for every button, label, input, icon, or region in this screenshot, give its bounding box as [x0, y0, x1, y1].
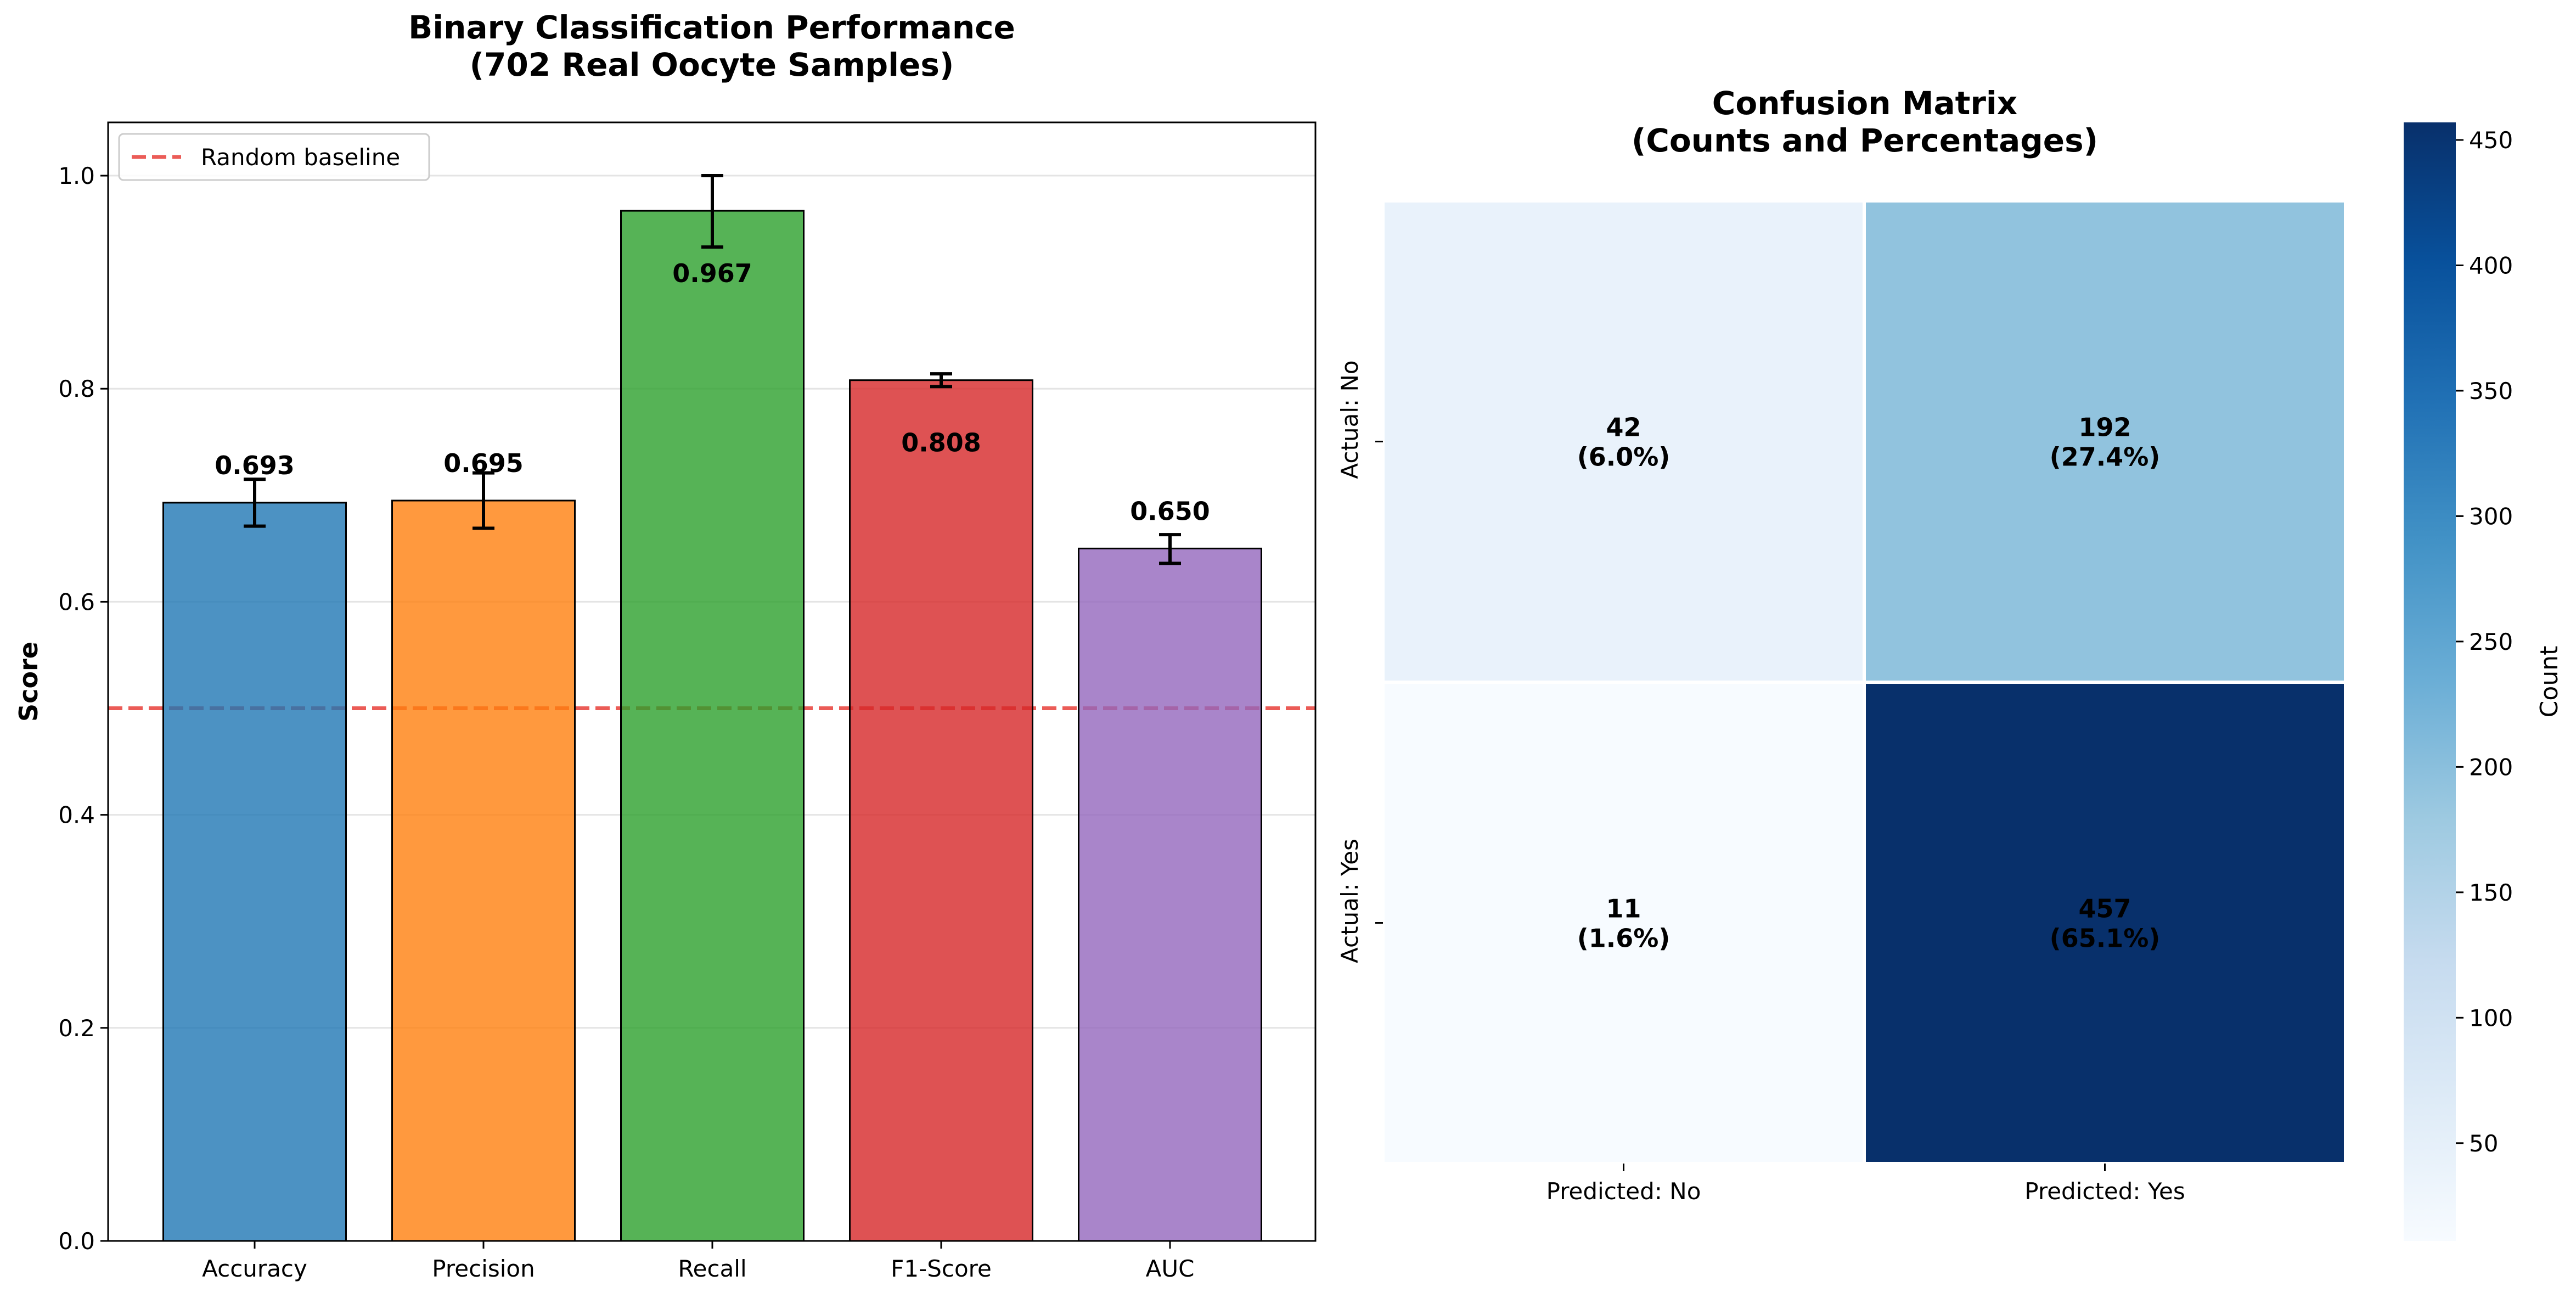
colorbar-tick-label: 50 — [2469, 1130, 2498, 1157]
x-tick-label: AUC — [1146, 1255, 1195, 1282]
error-bar-f1-score — [930, 372, 952, 389]
x-tick-label: Accuracy — [202, 1255, 307, 1282]
matrix-cell-label: 457 (65.1%) — [2050, 894, 2161, 953]
colorbar-tick-label: 400 — [2469, 252, 2513, 279]
colorbar-label: Count — [2535, 646, 2563, 718]
legend-frame — [118, 133, 430, 181]
column-label: Predicted: Yes — [2024, 1178, 2185, 1205]
confusion-matrix-title: Confusion Matrix (Counts and Percentages) — [1632, 85, 2098, 159]
bar-accuracy — [162, 502, 347, 1242]
colorbar-tick-label: 450 — [2469, 127, 2513, 154]
matrix-cell — [1863, 199, 2347, 684]
matrix-cell-label: 42 (6.0%) — [1577, 413, 1671, 472]
bar-precision — [391, 499, 576, 1242]
y-axis-ticks: 0.0 0.2 0.4 0.6 0.8 1.0 — [58, 162, 108, 1255]
error-bars — [244, 174, 1181, 565]
y-tick-label: 0.8 — [58, 375, 95, 402]
value-label-f1-score: 0.808 — [901, 428, 981, 458]
matrix-cell-label: 192 (27.4%) — [2050, 413, 2161, 472]
y-tick-label: 0.4 — [58, 802, 95, 829]
matrix-cell — [1381, 199, 1866, 684]
row-label: Actual: Yes — [1336, 839, 1363, 963]
legend: Random baseline — [118, 133, 430, 181]
colorbar-tick-label: 350 — [2469, 378, 2513, 404]
matrix-cells — [1381, 199, 2347, 1165]
x-tick-label: Recall — [678, 1255, 746, 1282]
matrix-cell — [1863, 681, 2347, 1165]
column-label: Predicted: No — [1546, 1178, 1701, 1205]
value-label-precision: 0.695 — [443, 448, 524, 478]
error-bar-auc — [1159, 533, 1181, 565]
confusion-matrix: Confusion Matrix (Counts and Percentages)… — [1336, 85, 2563, 1241]
y-tick-label: 0.2 — [58, 1015, 95, 1042]
bar-chart: Binary Classification Performance (702 Re… — [14, 9, 1317, 1282]
bar-auc — [1078, 547, 1262, 1242]
colorbar: 50 100 150 200 250 300 350 400 450 Count — [2404, 122, 2563, 1241]
legend-baseline-label: Random baseline — [201, 144, 400, 171]
y-tick-label: 1.0 — [58, 162, 95, 189]
colorbar-tick-label: 250 — [2469, 628, 2513, 655]
y-axis-label: Score — [14, 642, 43, 722]
value-label-auc: 0.650 — [1130, 496, 1210, 526]
bar-recall — [620, 210, 805, 1242]
colorbar-tick-label: 200 — [2469, 754, 2513, 780]
colorbar-gradient — [2404, 122, 2456, 1241]
colorbar-tick-label: 150 — [2469, 879, 2513, 906]
y-tick-label: 0.0 — [58, 1228, 95, 1255]
x-tick-label: Precision — [432, 1255, 535, 1282]
error-bar-accuracy — [244, 477, 266, 528]
x-axis-ticks: Accuracy Precision Recall F1-Score AUC — [202, 1241, 1194, 1282]
value-labels: 0.693 0.695 0.967 0.808 0.650 — [215, 259, 1210, 526]
value-label-recall: 0.967 — [672, 259, 752, 288]
error-bar-recall — [701, 174, 723, 249]
matrix-cell-labels: 42 (6.0%) 192 (27.4%) 11 (1.6%) 457 (65.1%) — [1577, 413, 2161, 953]
matrix-cell — [1381, 681, 1866, 1165]
error-bar-precision — [473, 471, 494, 530]
matrix-cell-label: 11 (1.6%) — [1577, 894, 1671, 953]
row-label: Actual: No — [1336, 360, 1363, 479]
y-tick-label: 0.6 — [58, 588, 95, 615]
colorbar-tick-label: 300 — [2469, 503, 2513, 530]
value-label-accuracy: 0.693 — [215, 451, 295, 480]
bars — [162, 210, 1262, 1242]
x-tick-label: F1-Score — [891, 1255, 992, 1282]
bar-f1-score — [849, 379, 1033, 1242]
colorbar-tick-label: 100 — [2469, 1004, 2513, 1031]
matrix-axis-labels: Predicted: No Predicted: Yes Actual: No Act… — [1336, 360, 2185, 1205]
bar-chart-title: Binary Classification Performance (702 Re… — [408, 9, 1015, 83]
